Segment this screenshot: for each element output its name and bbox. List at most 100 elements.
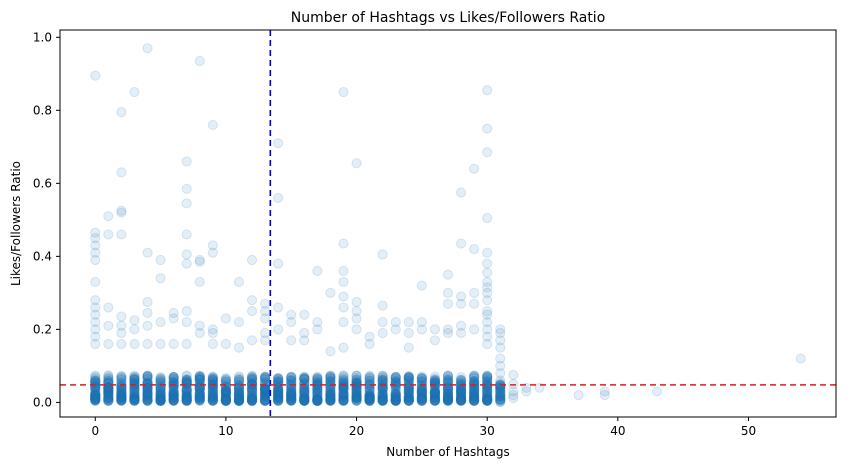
data-point (220, 395, 232, 406)
plot-frame (59, 29, 837, 418)
data-point (390, 395, 401, 407)
data-point (338, 391, 349, 402)
data-point (299, 372, 310, 383)
data-point (403, 393, 414, 404)
data-point (129, 395, 140, 406)
data-point (377, 392, 388, 404)
data-point (390, 395, 401, 406)
data-point (103, 389, 114, 400)
data-point (325, 376, 336, 387)
data-point (482, 374, 493, 385)
data-point (246, 387, 258, 399)
data-point (103, 302, 114, 313)
data-point (312, 394, 323, 405)
data-point (338, 380, 349, 392)
data-point (286, 388, 297, 399)
data-point (495, 390, 506, 401)
data-point (155, 316, 166, 328)
data-point (508, 389, 519, 401)
data-point (351, 381, 362, 392)
data-point (377, 371, 388, 382)
data-point (325, 395, 336, 406)
data-point (181, 183, 192, 194)
data-point (286, 392, 297, 404)
data-point (364, 393, 375, 405)
data-point (312, 380, 323, 392)
data-point (338, 395, 349, 406)
data-point (325, 391, 336, 403)
data-point (181, 391, 192, 402)
data-point (207, 387, 218, 398)
data-point (273, 395, 284, 406)
data-point (155, 389, 166, 400)
data-point (377, 394, 388, 405)
data-point (469, 372, 480, 384)
data-point (416, 394, 427, 405)
data-point (390, 395, 401, 406)
data-point (90, 388, 101, 399)
data-point (351, 296, 362, 308)
data-point (103, 211, 114, 222)
data-point (455, 386, 467, 398)
data-point (299, 386, 310, 398)
data-point (116, 229, 127, 240)
data-point (442, 385, 454, 397)
data-point (495, 389, 506, 400)
data-point (233, 380, 245, 391)
data-point (129, 372, 140, 383)
data-point (416, 372, 427, 383)
data-point (312, 394, 323, 405)
data-point (103, 395, 114, 406)
data-point (194, 374, 205, 385)
data-point (429, 393, 441, 404)
data-point (116, 395, 127, 406)
data-point (442, 394, 454, 405)
data-point (260, 371, 271, 382)
data-point (233, 389, 245, 400)
data-point (155, 376, 166, 387)
data-point (455, 298, 467, 309)
data-point (181, 376, 192, 387)
data-point (338, 86, 349, 98)
data-point (403, 382, 414, 394)
data-point (429, 386, 441, 397)
data-point (442, 391, 454, 403)
data-point (482, 395, 493, 406)
data-point (390, 372, 401, 384)
data-point (364, 395, 375, 406)
data-point (220, 387, 232, 398)
data-point (299, 395, 310, 406)
data-point (233, 382, 245, 394)
data-point (220, 394, 232, 405)
data-point (220, 385, 232, 396)
data-point (403, 380, 414, 391)
data-point (129, 393, 140, 404)
data-point (286, 394, 297, 405)
data-point (116, 391, 127, 402)
data-point (220, 338, 232, 350)
data-point (299, 394, 310, 406)
data-point (142, 370, 153, 381)
data-point (260, 394, 271, 405)
data-point (469, 387, 480, 398)
data-point (403, 378, 414, 389)
data-point (233, 395, 245, 406)
data-point (103, 394, 114, 405)
data-point (194, 394, 205, 405)
data-point (469, 376, 480, 387)
data-point (469, 389, 480, 400)
data-point (116, 394, 127, 406)
data-point (181, 392, 192, 404)
data-point (482, 370, 493, 381)
data-point (299, 395, 310, 406)
data-point (377, 394, 388, 406)
data-point (469, 395, 480, 406)
data-point (455, 391, 467, 403)
data-point (482, 389, 493, 401)
data-point (442, 395, 454, 406)
data-point (207, 381, 218, 392)
data-point (416, 391, 427, 402)
data-point (351, 386, 362, 397)
chart-title: Number of Hashtags vs Likes/Followers Ra… (291, 10, 606, 26)
data-point (312, 383, 323, 394)
